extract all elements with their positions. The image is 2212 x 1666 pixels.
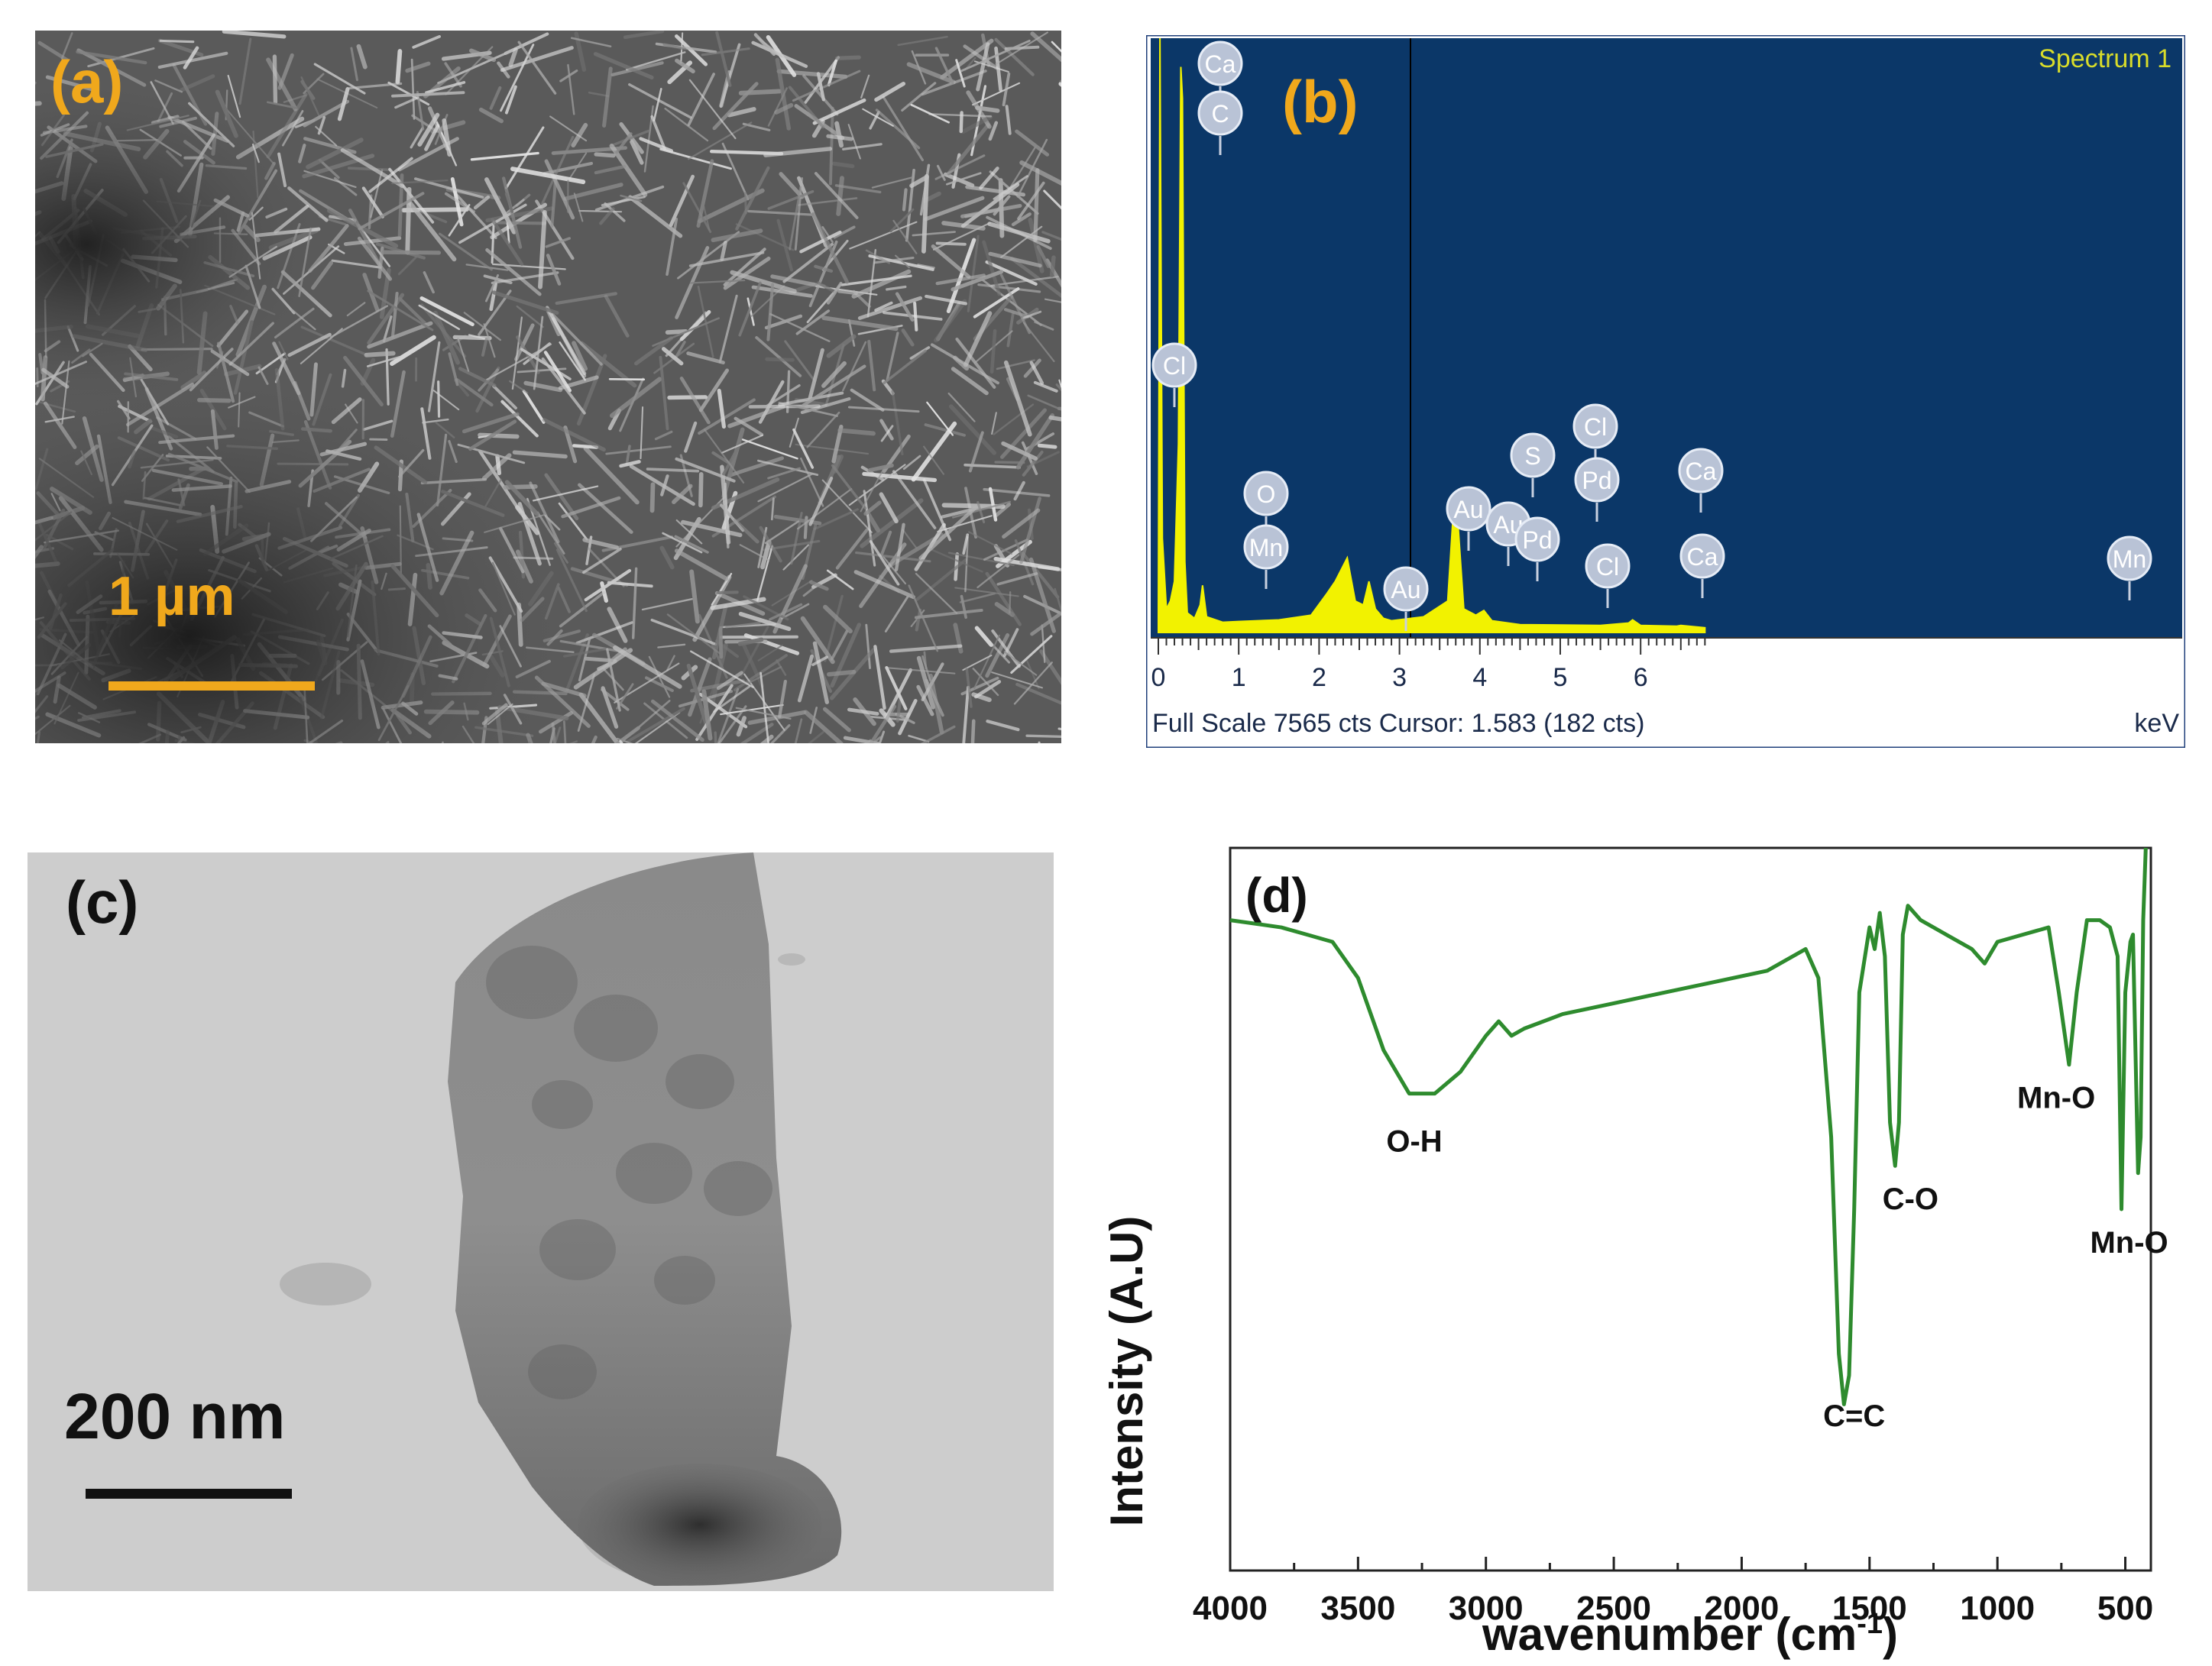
eds-peak-label-text: Cl (1163, 352, 1186, 380)
eds-peak-label-text: Pd (1582, 467, 1611, 494)
ftir-band-label: Mn-O (2017, 1082, 2095, 1115)
eds-peak-label-text: C (1211, 100, 1229, 128)
tem-dark-region (666, 1054, 734, 1109)
eds-peak-label-text: O (1257, 480, 1276, 508)
eds-peak-label-text: Au (1453, 496, 1483, 523)
tem-micrograph (28, 852, 1054, 1591)
eds-peak-label-text: Ca (1205, 50, 1236, 78)
eds-tick-label: 2 (1312, 663, 1326, 692)
eds-peak-label-text: Ca (1687, 543, 1718, 571)
tem-dark-region (704, 1161, 772, 1216)
eds-peak-label-text: Au (1391, 576, 1420, 603)
eds-peak-label-text: Cl (1596, 553, 1619, 581)
panel-label-a: (a) (50, 47, 123, 117)
tem-dark-region (486, 946, 578, 1019)
tem-dark-region (616, 1143, 692, 1204)
scalebar-a (108, 681, 315, 691)
eds-tick-label: 1 (1232, 663, 1246, 692)
eds-peak-label-text: Mn (1249, 534, 1283, 561)
ftir-plot-frame (1230, 848, 2151, 1571)
eds-peak-label-text: S (1524, 442, 1540, 470)
tem-dark-region (532, 1080, 593, 1129)
eds-tick-label: 5 (1553, 663, 1568, 692)
eds-peak-label-text: Cl (1584, 413, 1607, 441)
eds-tick-label: 3 (1392, 663, 1407, 692)
eds-spectrum-panel: CaCClOMnAuAuSAuClPdClPdCaCaMnMn 0123456 … (1146, 35, 2185, 748)
tem-dark-region (574, 995, 658, 1062)
panel-label-d: (d) (1245, 867, 1308, 924)
tem-dark-region (528, 1344, 597, 1399)
eds-tick-label: 0 (1151, 663, 1166, 692)
ftir-tick-label: 500 (2097, 1590, 2153, 1627)
eds-tick-label: 4 (1472, 663, 1487, 692)
ftir-band-label: Mn-O (2090, 1226, 2168, 1260)
ftir-band-label: C=C (1823, 1399, 1885, 1433)
ftir-ylabel: Intensity (A.U) (1101, 1216, 1152, 1527)
tem-dark-region (539, 1219, 616, 1280)
eds-peak-label-text: Pd (1522, 526, 1552, 554)
eds-peak-label-text: Ca (1686, 458, 1717, 485)
eds-unit: keV (2134, 709, 2179, 739)
eds-tick-label: 6 (1634, 663, 1648, 692)
scalebar-c (86, 1489, 292, 1499)
ftir-tick-label: 1000 (1960, 1590, 2035, 1627)
ftir-band-label: C-O (1883, 1182, 1938, 1216)
tem-image-panel: (c) 200 nm (28, 852, 1054, 1591)
sem-micrograph (35, 31, 1061, 743)
eds-footer: Full Scale 7565 cts Cursor: 1.583 (182 c… (1152, 709, 1644, 739)
tem-dark-region (654, 1256, 715, 1305)
sem-image-panel: (a) 1 µm (35, 31, 1061, 743)
eds-peak-label-text: Mn (2113, 545, 2146, 573)
scalebar-label-a: 1 µm (108, 565, 235, 628)
ftir-tick-label: 3500 (1320, 1590, 1395, 1627)
spectrum-name: Spectrum 1 (2039, 44, 2172, 74)
panel-label-b: (b) (1282, 67, 1359, 137)
ftir-xlabel: wavenumber (cm-1) (1482, 1608, 1898, 1660)
panel-label-c: (c) (66, 868, 138, 937)
scalebar-label-c: 200 nm (64, 1380, 286, 1454)
ftir-band-label: O-H (1386, 1124, 1442, 1158)
ftir-tick-label: 4000 (1193, 1590, 1268, 1627)
